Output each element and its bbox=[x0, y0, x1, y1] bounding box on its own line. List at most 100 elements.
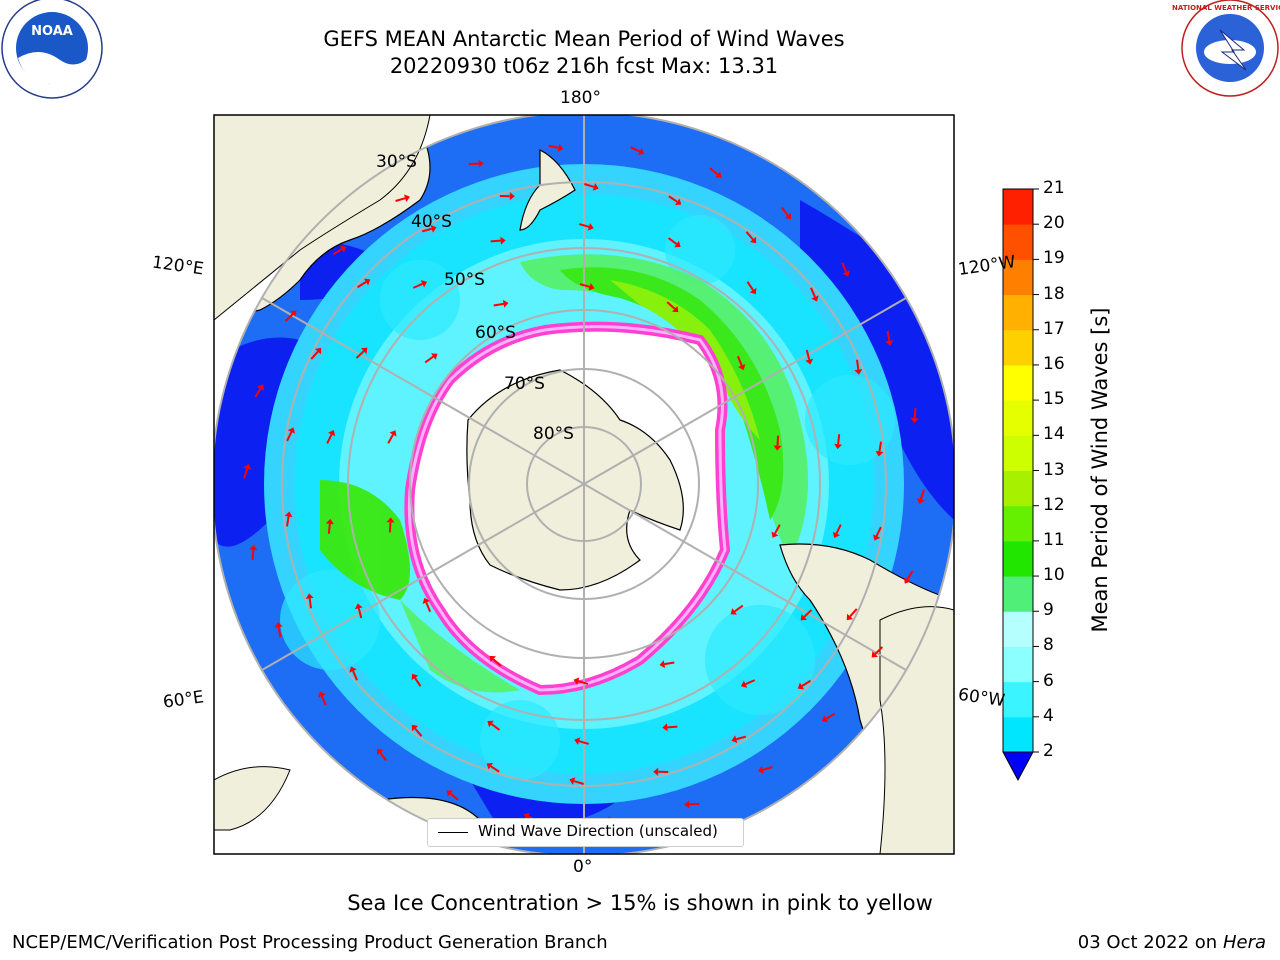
colorbar-segment bbox=[1003, 505, 1033, 542]
colorbar-segment bbox=[1003, 259, 1033, 296]
wave-arrow-head bbox=[872, 534, 881, 541]
map-legend: Wind Wave Direction (unscaled) bbox=[427, 818, 744, 847]
wave-arrow bbox=[736, 355, 743, 366]
wave-arrow-head bbox=[290, 310, 297, 317]
wave-arrow bbox=[578, 680, 589, 685]
wave-arrow bbox=[395, 197, 406, 202]
lat-label-40s: 40°S bbox=[411, 212, 452, 232]
colorbar-tick-label: 15 bbox=[1043, 389, 1065, 410]
wave-arrow-head bbox=[257, 384, 264, 391]
colorbar-segment bbox=[1003, 400, 1033, 436]
wave-arrow-head bbox=[360, 347, 368, 355]
wave-arrow-head bbox=[917, 497, 925, 504]
colorbar-segment bbox=[1003, 224, 1033, 260]
footer-credit: NCEP/EMC/Verification Post Processing Pr… bbox=[12, 932, 608, 953]
wave-arrow bbox=[776, 435, 780, 446]
colorbar-segment bbox=[1003, 646, 1033, 683]
wave-arrow bbox=[277, 626, 282, 638]
wave-arrow-head bbox=[834, 443, 843, 450]
wave-arrow bbox=[355, 350, 365, 359]
wave-arrow bbox=[578, 740, 589, 745]
colorbar-segment bbox=[1003, 364, 1033, 401]
wave-arrow-head bbox=[662, 723, 668, 732]
wave-arrow-head bbox=[349, 666, 357, 673]
colorbar-tick-label: 21 bbox=[1043, 178, 1065, 198]
wave-arrow bbox=[357, 608, 363, 619]
wave-arrow-head bbox=[871, 651, 878, 658]
colorbar-segment bbox=[1003, 470, 1033, 507]
wave-arrow bbox=[356, 281, 367, 289]
wave-arrow-head bbox=[758, 766, 764, 774]
wave-arrow bbox=[805, 349, 811, 360]
wave-arrow-head bbox=[573, 677, 580, 686]
colorbar-tick-label: 16 bbox=[1043, 353, 1065, 374]
wave-arrow-head bbox=[846, 613, 854, 621]
wave-arrow-head bbox=[592, 183, 599, 191]
wave-arrow bbox=[801, 679, 812, 687]
sea-ice-note: Sea Ice Concentration > 15% is shown in … bbox=[347, 891, 933, 915]
wave-arrow-head bbox=[904, 577, 911, 584]
footer-date-text: 03 Oct 2022 on bbox=[1077, 932, 1223, 953]
wave-arrow bbox=[774, 524, 781, 534]
colorbar-segment bbox=[1003, 716, 1033, 753]
wave-arrow bbox=[664, 661, 675, 666]
wave-arrow-head bbox=[422, 597, 430, 605]
chart-title: GEFS MEAN Antarctic Mean Period of Wind … bbox=[323, 27, 845, 51]
footer-machine: Hera bbox=[1222, 932, 1266, 953]
footer-date: 03 Oct 2022 on Hera bbox=[1078, 932, 1266, 953]
wave-arrow bbox=[387, 434, 394, 444]
wave-arrow-head bbox=[500, 236, 506, 245]
wave-arrow-head bbox=[274, 622, 283, 628]
colorbar-tick-label: 12 bbox=[1043, 494, 1065, 515]
wave-arrow bbox=[667, 725, 678, 729]
colorbar-tick-label: 10 bbox=[1043, 565, 1065, 586]
lat-label-50s: 50°S bbox=[444, 270, 485, 290]
graticule bbox=[214, 115, 954, 854]
wave-arrow-head bbox=[731, 735, 738, 744]
wave-arrow bbox=[735, 735, 747, 741]
wave-arrow bbox=[284, 313, 294, 322]
wave-arrow bbox=[745, 679, 756, 686]
colorbar-tick-label: 11 bbox=[1043, 529, 1065, 550]
wave-arrow-head bbox=[318, 691, 326, 698]
wave-arrow bbox=[875, 526, 882, 537]
wave-arrow bbox=[573, 780, 584, 785]
wave-arrow-head bbox=[587, 222, 594, 231]
wave-arrow bbox=[762, 766, 773, 771]
wave-arrow bbox=[841, 262, 848, 273]
colorbar-tick-label: 19 bbox=[1043, 248, 1065, 269]
wave-arrow bbox=[286, 516, 290, 527]
wave-arrow bbox=[781, 206, 789, 217]
colorbar-segment bbox=[1003, 576, 1033, 612]
colorbar-segment bbox=[1003, 294, 1033, 331]
wind-wave-arrows bbox=[243, 143, 925, 825]
wave-arrow-head bbox=[738, 363, 746, 371]
wave-arrow bbox=[414, 727, 423, 737]
wave-arrow bbox=[332, 248, 343, 256]
wave-arrow-head bbox=[749, 236, 757, 244]
wave-arrow-head bbox=[674, 240, 681, 248]
wave-arrow-head bbox=[715, 171, 722, 178]
wave-arrow bbox=[379, 751, 387, 762]
wave-arrow bbox=[548, 144, 559, 149]
wave-arrow-head bbox=[659, 660, 666, 669]
wave-arrow-head bbox=[411, 673, 419, 681]
nws-logo: NATIONAL WEATHER SERVICE bbox=[1172, 0, 1280, 97]
wave-arrow-head bbox=[805, 358, 814, 365]
lat-label-70s: 70°S bbox=[504, 374, 545, 394]
new-zealand-land bbox=[519, 149, 576, 231]
wave-arrow-head bbox=[314, 347, 322, 355]
wave-arrow-head bbox=[386, 517, 395, 523]
wave-arrow bbox=[734, 604, 744, 613]
wave-arrow bbox=[810, 287, 816, 298]
colorbar-under-extension bbox=[1002, 751, 1034, 782]
colorbar-segment bbox=[1003, 189, 1033, 225]
wave-arrow bbox=[874, 646, 884, 655]
wave-arrow-head bbox=[574, 737, 581, 746]
colorbar-tick-label: 4 bbox=[1043, 705, 1054, 726]
wave-arrow-head bbox=[486, 762, 494, 770]
colorbar-tick-label: 20 bbox=[1043, 213, 1065, 234]
wave-arrow-head bbox=[910, 417, 919, 424]
wave-arrow-head bbox=[249, 544, 258, 551]
